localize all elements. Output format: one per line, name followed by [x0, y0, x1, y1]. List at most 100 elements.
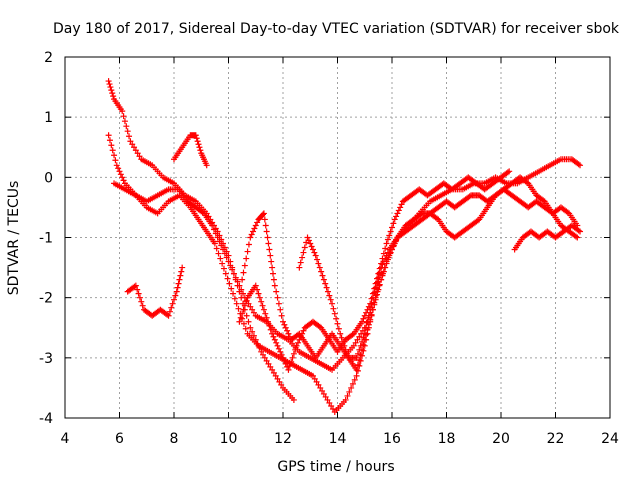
data-point — [315, 260, 322, 267]
data-point — [290, 350, 297, 357]
data-point — [245, 318, 252, 325]
data-point — [265, 240, 272, 247]
data-point — [251, 225, 258, 232]
data-point — [165, 312, 172, 319]
data-point — [127, 138, 134, 145]
data-point — [115, 165, 122, 172]
y-tick-label: -2 — [39, 291, 53, 307]
data-point — [506, 168, 513, 175]
y-tick-label: 2 — [44, 50, 53, 66]
data-point — [119, 108, 126, 115]
data-point — [304, 234, 311, 241]
data-point — [324, 396, 331, 403]
data-point — [236, 318, 243, 325]
data-point — [244, 248, 251, 255]
data-point — [371, 285, 378, 292]
data-point — [106, 81, 113, 88]
data-point — [397, 204, 404, 211]
data-point — [285, 366, 292, 373]
data-point — [323, 284, 330, 291]
data-point — [168, 304, 175, 311]
series-track-d — [124, 264, 186, 319]
x-tick-label: 22 — [547, 431, 565, 447]
data-point — [131, 283, 138, 290]
x-tick-label: 12 — [274, 431, 292, 447]
data-point — [210, 226, 217, 233]
data-point — [278, 312, 285, 319]
data-point — [294, 339, 301, 346]
data-point — [260, 210, 267, 217]
data-point — [247, 234, 254, 241]
data-point — [196, 144, 203, 151]
data-point — [270, 270, 277, 277]
data-point — [356, 356, 363, 363]
data-point — [572, 233, 579, 240]
data-point — [250, 228, 257, 235]
data-point — [136, 294, 143, 301]
data-point — [132, 282, 139, 289]
data-point — [106, 137, 113, 144]
data-point — [284, 327, 291, 334]
data-point — [252, 282, 259, 289]
data-point — [230, 290, 237, 297]
data-point — [339, 338, 346, 345]
data-point — [299, 330, 306, 337]
data-point — [255, 290, 262, 297]
data-point — [374, 291, 381, 298]
data-point — [356, 333, 363, 340]
data-point — [272, 372, 279, 379]
data-point — [221, 250, 228, 257]
data-point — [357, 342, 364, 349]
data-point — [284, 363, 291, 370]
data-point — [105, 78, 112, 85]
data-point — [577, 228, 584, 235]
data-point — [329, 405, 336, 412]
data-point — [166, 308, 173, 315]
data-point — [349, 380, 356, 387]
data-point — [309, 372, 316, 379]
data-point — [383, 240, 390, 247]
data-point — [359, 346, 366, 353]
data-point — [390, 243, 397, 250]
data-point — [282, 360, 289, 367]
data-point — [252, 222, 259, 229]
data-point — [369, 306, 376, 313]
data-point — [120, 113, 127, 120]
data-point — [313, 378, 320, 385]
data-point — [393, 237, 400, 244]
data-point — [353, 366, 360, 373]
data-point — [368, 311, 375, 318]
data-point — [256, 294, 263, 301]
data-point — [199, 209, 206, 216]
data-point — [267, 252, 274, 259]
data-point — [243, 298, 250, 305]
data-point — [360, 315, 367, 322]
data-point — [281, 321, 288, 328]
y-tick-label: -1 — [39, 231, 53, 247]
data-point — [466, 193, 473, 200]
x-tick-label: 18 — [438, 431, 456, 447]
data-point — [225, 258, 232, 265]
data-point — [349, 331, 356, 338]
data-point — [293, 342, 300, 349]
data-point — [297, 259, 304, 266]
data-point — [173, 288, 180, 295]
data-point — [222, 270, 229, 277]
series-track-g — [236, 168, 513, 373]
data-point — [136, 153, 143, 160]
data-point — [275, 300, 282, 307]
data-point — [300, 327, 307, 334]
data-point — [387, 228, 394, 235]
data-point — [327, 296, 334, 303]
data-point — [259, 302, 266, 309]
data-point — [357, 357, 364, 364]
data-point — [223, 254, 230, 261]
data-point — [240, 306, 247, 313]
data-point — [105, 132, 112, 139]
data-point — [117, 171, 124, 178]
data-point — [312, 252, 319, 259]
x-tick-label: 8 — [170, 431, 179, 447]
data-point — [390, 220, 397, 227]
data-point — [172, 292, 179, 299]
